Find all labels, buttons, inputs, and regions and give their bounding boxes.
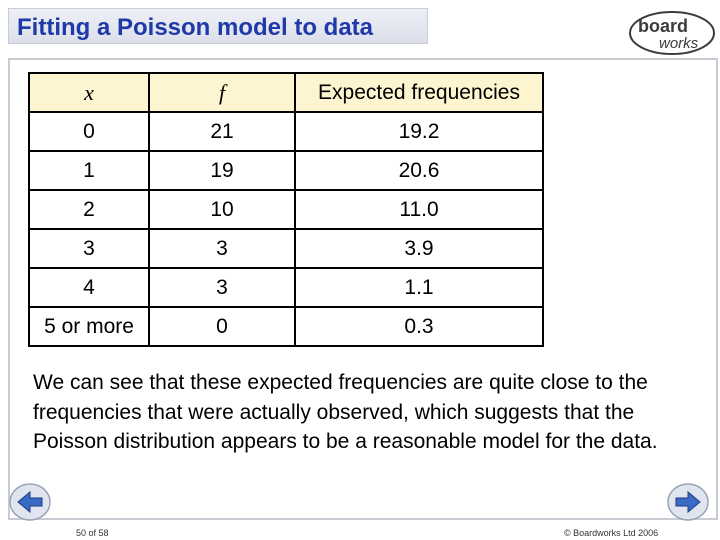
header-x: x — [28, 72, 150, 113]
cell-x: 0 — [28, 111, 150, 152]
cell-expected: 20.6 — [294, 150, 544, 191]
svg-text:board: board — [638, 16, 688, 36]
cell-f: 10 — [148, 189, 296, 230]
page-number: 50 of 58 — [76, 528, 109, 538]
arrow-right-icon — [667, 483, 709, 521]
slide-frame — [8, 518, 718, 520]
table-row: 4 3 1.1 — [28, 267, 544, 308]
cell-f: 3 — [148, 267, 296, 308]
table-row: 0 21 19.2 — [28, 111, 544, 152]
slide-title: Fitting a Poisson model to data — [8, 8, 428, 44]
table-row: 2 10 11.0 — [28, 189, 544, 230]
cell-expected: 0.3 — [294, 306, 544, 347]
table-row: 1 19 20.6 — [28, 150, 544, 191]
copyright-text: © Boardworks Ltd 2006 — [564, 528, 659, 538]
previous-slide-button[interactable] — [8, 482, 52, 522]
table-row: 5 or more 0 0.3 — [28, 306, 544, 347]
cell-x: 1 — [28, 150, 150, 191]
next-slide-button[interactable] — [666, 482, 710, 522]
boardworks-logo: board works — [626, 8, 716, 58]
header-f: f — [148, 72, 296, 113]
slide-frame — [8, 58, 10, 520]
cell-x: 5 or more — [28, 306, 150, 347]
table-row: 3 3 3.9 — [28, 228, 544, 269]
cell-f: 19 — [148, 150, 296, 191]
arrow-left-icon — [9, 483, 51, 521]
cell-f: 21 — [148, 111, 296, 152]
cell-f: 3 — [148, 228, 296, 269]
cell-expected: 11.0 — [294, 189, 544, 230]
slide-frame — [8, 58, 716, 60]
cell-expected: 19.2 — [294, 111, 544, 152]
header-expected: Expected frequencies — [294, 72, 544, 113]
cell-x: 3 — [28, 228, 150, 269]
cell-x: 4 — [28, 267, 150, 308]
slide-frame — [716, 58, 718, 520]
cell-x: 2 — [28, 189, 150, 230]
table-header-row: x f Expected frequencies — [28, 72, 544, 113]
cell-expected: 3.9 — [294, 228, 544, 269]
svg-text:works: works — [659, 35, 699, 52]
cell-f: 0 — [148, 306, 296, 347]
conclusion-text: We can see that these expected frequenci… — [33, 371, 658, 453]
cell-expected: 1.1 — [294, 267, 544, 308]
frequency-table: x f Expected frequencies 0 21 19.2 1 19 … — [28, 72, 544, 347]
